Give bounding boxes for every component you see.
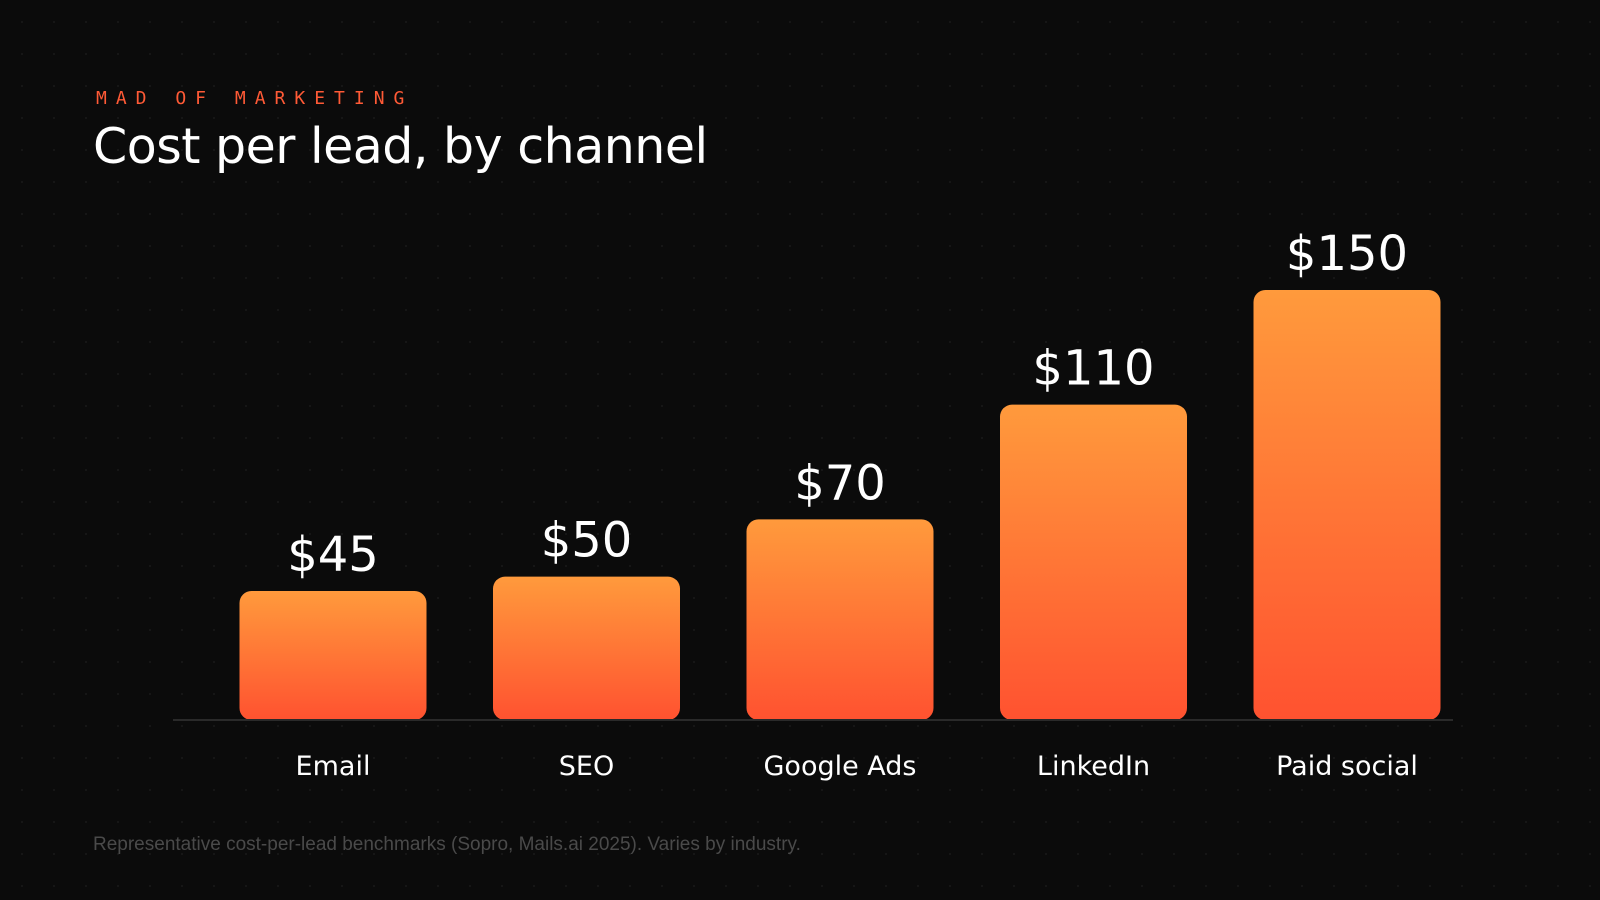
value-label-google-ads: $70	[794, 455, 886, 511]
bar-email	[239, 591, 427, 720]
bar-seo	[493, 576, 680, 720]
source-footnote: Representative cost-per-lead benchmarks …	[93, 834, 801, 855]
value-label-seo: $50	[541, 513, 633, 569]
category-label-email: Email	[296, 751, 371, 782]
value-labels-group: $45 $50 $70 $110 $150	[287, 226, 1408, 583]
category-label-paid-social: Paid social	[1276, 751, 1418, 782]
bars-group	[239, 290, 1441, 720]
value-label-email: $45	[287, 527, 379, 583]
category-labels-group: Email SEO Google Ads LinkedIn Paid social	[296, 751, 1418, 782]
bar-google-ads	[746, 519, 934, 720]
bar-paid-social	[1253, 290, 1441, 720]
value-label-linkedin: $110	[1032, 341, 1154, 397]
bar-linkedin	[1000, 404, 1187, 720]
category-label-seo: SEO	[559, 751, 614, 782]
kicker-label: MAD OF MARKETING	[96, 88, 414, 109]
category-label-linkedin: LinkedIn	[1037, 751, 1150, 782]
chart-title: Cost per lead, by channel	[93, 118, 708, 175]
category-label-google-ads: Google Ads	[764, 751, 917, 782]
value-label-paid-social: $150	[1286, 226, 1408, 282]
